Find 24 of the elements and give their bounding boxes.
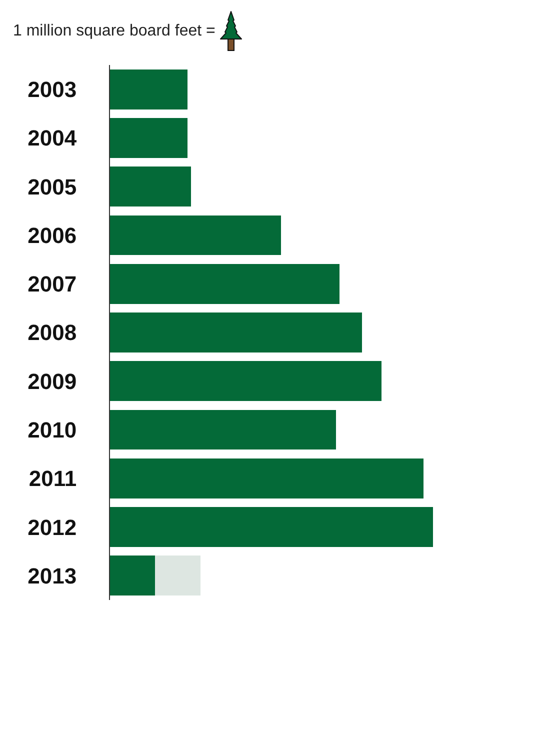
bar bbox=[110, 118, 188, 158]
bar bbox=[110, 264, 340, 304]
bar bbox=[110, 361, 382, 402]
chart-title: 1 million square board feet = bbox=[13, 22, 216, 40]
y-tick-label: 2011 bbox=[28, 466, 77, 492]
bar bbox=[110, 69, 188, 110]
y-tick-label: 2013 bbox=[28, 563, 77, 588]
bar bbox=[110, 215, 282, 256]
y-tick-label: 2009 bbox=[28, 368, 77, 394]
y-tick-label: 2003 bbox=[28, 77, 77, 102]
y-tick-label: 2007 bbox=[28, 272, 77, 297]
y-tick-label: 2010 bbox=[28, 417, 77, 442]
y-tick-label: 2005 bbox=[28, 174, 77, 200]
y-tick-label: 2008 bbox=[28, 320, 77, 346]
y-tick-label: 2004 bbox=[28, 126, 78, 151]
y-tick-label: 2012 bbox=[28, 514, 77, 540]
y-tick-label: 2006 bbox=[28, 222, 77, 248]
bar bbox=[110, 410, 336, 450]
bar bbox=[110, 507, 433, 547]
bar bbox=[110, 166, 191, 207]
bar bbox=[110, 458, 424, 498]
bar bbox=[155, 556, 200, 596]
bar bbox=[110, 312, 362, 352]
bar bbox=[110, 556, 156, 596]
